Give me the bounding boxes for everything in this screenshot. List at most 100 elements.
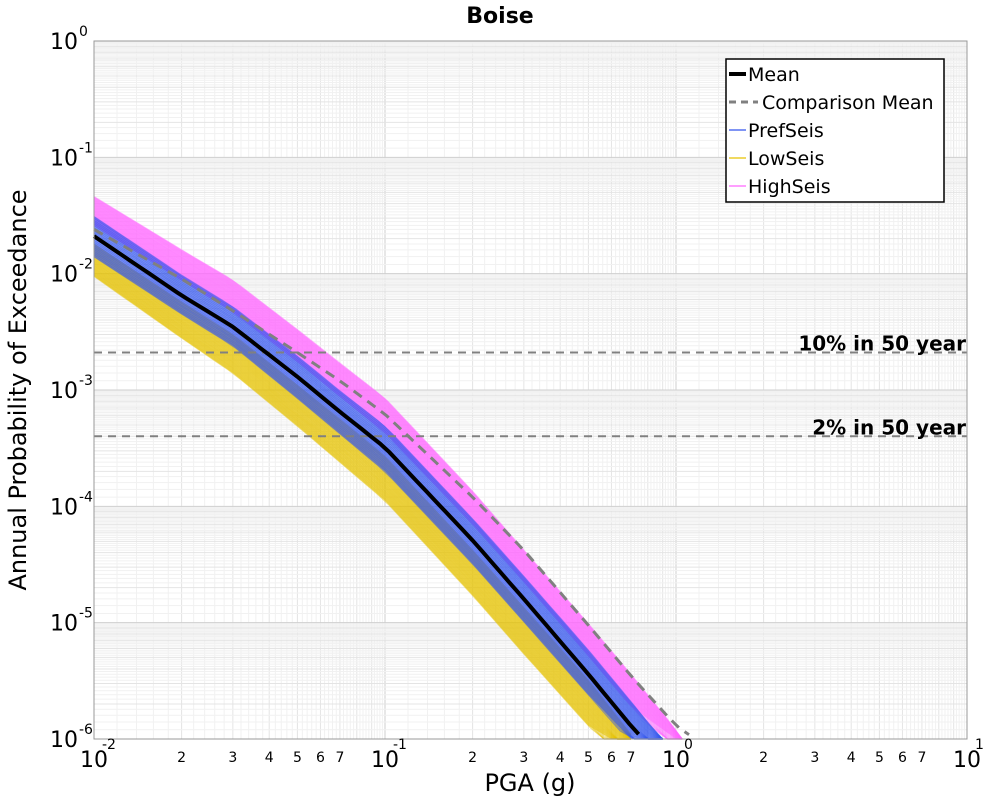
y-tick-exponent: -5 bbox=[79, 606, 93, 622]
highseis-curve bbox=[93, 218, 683, 740]
prefseis-curve bbox=[93, 254, 663, 740]
lowseis-curve bbox=[93, 259, 632, 740]
x-tick-exponent: 1 bbox=[975, 737, 984, 753]
legend-box bbox=[725, 58, 945, 203]
prefseis-curve bbox=[93, 216, 664, 740]
highseis-curve bbox=[93, 201, 683, 740]
x-tick-minor-label: 3 bbox=[810, 750, 819, 766]
legend-label: PrefSeis bbox=[748, 120, 824, 142]
lowseis-curve bbox=[93, 275, 631, 740]
lowseis-curve bbox=[93, 265, 631, 740]
highseis-curve bbox=[93, 213, 683, 740]
x-tick-major: 101 bbox=[953, 737, 984, 773]
highseis-curve bbox=[93, 199, 683, 740]
legend-item: HighSeis bbox=[729, 176, 831, 198]
x-tick-minor-label: 4 bbox=[847, 750, 856, 766]
highseis-curve bbox=[93, 214, 683, 740]
highseis-curve bbox=[93, 211, 683, 740]
y-tick-major: 10 -5 bbox=[50, 606, 93, 637]
legend-item: LowSeis bbox=[729, 148, 824, 170]
plot-frame bbox=[93, 40, 968, 740]
highseis-curve bbox=[93, 206, 683, 740]
legend: Mean Comparison Mean PrefSeis LowSeis HighSe… bbox=[725, 58, 945, 203]
y-tick-major: 10 -1 bbox=[50, 140, 93, 171]
highseis-curve bbox=[93, 205, 683, 740]
x-tick-major: 100 bbox=[662, 737, 693, 773]
legend-item: Mean bbox=[729, 64, 800, 86]
lowseis-curve bbox=[93, 262, 631, 740]
legend-item: Comparison Mean bbox=[729, 92, 934, 114]
y-tick-label: 10 bbox=[50, 495, 78, 520]
prefseis-curve bbox=[93, 245, 663, 740]
x-tick-minor-label: 7 bbox=[626, 750, 635, 766]
prefseis-curve bbox=[93, 232, 663, 740]
y-tick-label: 10 bbox=[50, 146, 78, 171]
lowseis-curve bbox=[93, 268, 631, 740]
y-tick-label: 10 bbox=[50, 728, 78, 753]
x-tick-minor-label: 4 bbox=[265, 750, 274, 766]
lowseis-curve bbox=[93, 257, 632, 740]
y-tick-major: 10 -3 bbox=[50, 373, 93, 404]
y-tick-exponent: -2 bbox=[79, 257, 93, 273]
lowseis-curve bbox=[93, 255, 632, 740]
x-tick-minor-label: 7 bbox=[335, 750, 344, 766]
lowseis-curve bbox=[93, 258, 632, 740]
x-tick-minor-label: 3 bbox=[228, 750, 237, 766]
x-tick-label: 10 bbox=[371, 748, 399, 773]
x-tick-exponent: 0 bbox=[684, 737, 693, 753]
x-tick-minor-label: 5 bbox=[293, 750, 302, 766]
prefseis-curve bbox=[93, 241, 663, 740]
y-tick-major: 10 -2 bbox=[50, 257, 93, 288]
x-tick-minor-label: 5 bbox=[584, 750, 593, 766]
highseis-curve bbox=[93, 203, 683, 740]
y-tick-label: 10 bbox=[50, 263, 78, 288]
prefseis-curve bbox=[93, 225, 664, 740]
x-tick-label: 10 bbox=[80, 748, 108, 773]
x-tick-minor-label: 7 bbox=[917, 750, 926, 766]
prefseis-curve bbox=[93, 256, 663, 740]
x-tick-label: 10 bbox=[662, 748, 690, 773]
highseis-curve bbox=[93, 202, 683, 740]
highseis-curve bbox=[93, 216, 683, 740]
curve-bands bbox=[93, 196, 683, 740]
y-tick-major: 10 -4 bbox=[50, 489, 93, 520]
y-tick-major: 10 -6 bbox=[50, 722, 93, 753]
prefseis-curve bbox=[93, 217, 664, 740]
reference-line-label: 2% in 50 year bbox=[812, 415, 966, 439]
y-tick-exponent: -1 bbox=[79, 140, 93, 156]
y-tick-exponent: -6 bbox=[79, 722, 93, 738]
legend-label: HighSeis bbox=[748, 176, 831, 198]
legend-label: LowSeis bbox=[748, 148, 824, 170]
x-tick-minor-label: 2 bbox=[468, 750, 477, 766]
x-tick-major: 10-1 bbox=[371, 737, 407, 773]
prefseis-curve bbox=[93, 250, 663, 740]
prefseis-curve bbox=[93, 223, 664, 740]
prefseis-curve bbox=[93, 248, 663, 740]
lowseis-curve bbox=[93, 267, 631, 740]
x-tick-minor-label: 3 bbox=[519, 750, 528, 766]
lowseis-curve bbox=[93, 272, 631, 740]
y-axis-label: Annual Probability of Exceedance bbox=[4, 189, 32, 590]
y-tick-exponent: -3 bbox=[79, 373, 93, 389]
prefseis-curve bbox=[93, 252, 663, 740]
x-tick-minor-label: 5 bbox=[875, 750, 884, 766]
chart-title: Boise bbox=[466, 4, 533, 29]
legend-label: Mean bbox=[748, 64, 800, 86]
x-tick-minor-label: 6 bbox=[898, 750, 907, 766]
legend-item: PrefSeis bbox=[729, 120, 824, 142]
x-tick-exponent: -1 bbox=[393, 737, 407, 753]
x-tick-minor-label: 6 bbox=[316, 750, 325, 766]
y-tick-label: 10 bbox=[50, 30, 78, 55]
y-tick-exponent: 0 bbox=[79, 24, 88, 40]
y-tick-major: 10 0 bbox=[50, 24, 88, 55]
legend-label: Comparison Mean bbox=[762, 92, 934, 114]
lowseis-curve bbox=[93, 264, 631, 740]
y-tick-label: 10 bbox=[50, 612, 78, 637]
lowseis-curve bbox=[93, 263, 631, 740]
mean-curves bbox=[92, 228, 690, 736]
x-tick-major: 10-2 bbox=[80, 737, 116, 773]
lowseis-curve bbox=[93, 269, 631, 740]
